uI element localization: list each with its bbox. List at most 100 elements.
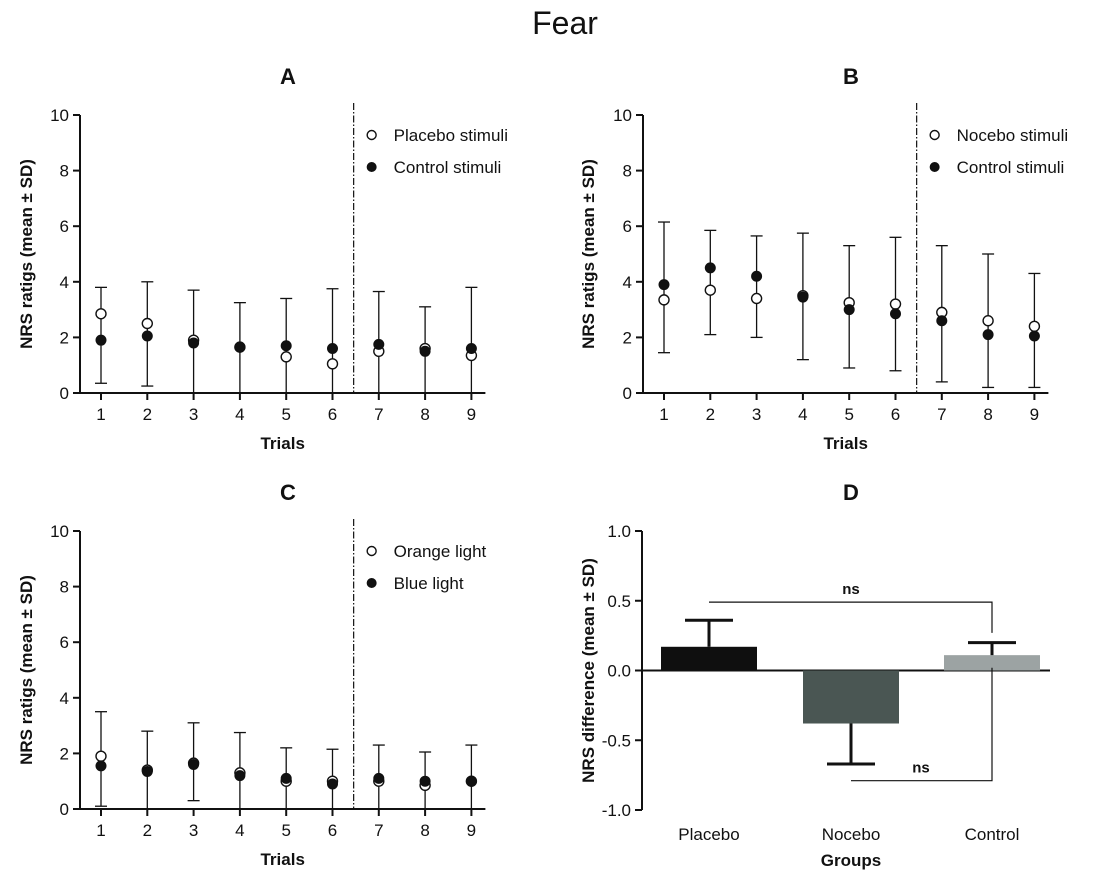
data-point-filled <box>843 304 855 316</box>
data-point-open <box>95 750 107 762</box>
y-tick-label: -1.0 <box>602 801 631 820</box>
y-axis-label: NRS ratigs (mean ± SD) <box>17 575 36 765</box>
category-label: Placebo <box>678 825 739 844</box>
data-point-filled <box>327 778 338 790</box>
panel-title: C <box>280 480 296 505</box>
panel-title: A <box>280 64 296 89</box>
x-tick-label: 1 <box>659 405 668 424</box>
y-axis-label: NRS difference (mean ± SD) <box>579 558 598 783</box>
x-tick-label: 9 <box>1030 405 1039 424</box>
bar-nocebo <box>803 670 899 724</box>
x-tick-label: 3 <box>189 405 198 424</box>
bar-control <box>944 655 1040 671</box>
x-tick-label: 2 <box>706 405 715 424</box>
y-axis-label: NRS ratigs (mean ± SD) <box>17 159 36 349</box>
x-tick-label: 7 <box>374 821 383 840</box>
x-tick-label: 6 <box>328 821 337 840</box>
data-point-filled <box>751 270 763 282</box>
data-point-filled <box>890 308 901 320</box>
x-axis-label: Trials <box>260 434 304 453</box>
x-tick-label: 1 <box>96 405 105 424</box>
data-point-filled <box>95 334 107 346</box>
legend-marker-open <box>929 129 940 141</box>
legend-marker-open <box>366 545 377 557</box>
data-point-filled <box>141 330 153 342</box>
x-tick-label: 8 <box>420 405 429 424</box>
data-point-filled <box>465 775 477 787</box>
x-tick-label: 1 <box>96 821 105 840</box>
x-axis-label: Trials <box>823 434 867 453</box>
data-point-open <box>141 317 154 330</box>
data-point-filled <box>936 315 948 327</box>
data-point-filled <box>419 775 431 787</box>
y-tick-label: 2 <box>60 328 69 347</box>
y-tick-label: 0 <box>60 800 69 819</box>
data-point-open <box>326 358 339 370</box>
data-point-filled <box>141 765 153 777</box>
x-tick-label: 4 <box>235 405 244 424</box>
significance-label: ns <box>912 760 930 777</box>
category-label: Control <box>965 825 1020 844</box>
data-point-filled <box>234 770 246 782</box>
x-tick-label: 4 <box>235 821 244 840</box>
x-axis-label: Trials <box>260 850 304 869</box>
data-point-open <box>704 284 716 296</box>
x-tick-label: 8 <box>983 405 992 424</box>
data-point-filled <box>188 759 200 771</box>
data-point-open <box>982 315 994 327</box>
category-label: Nocebo <box>822 825 881 844</box>
data-point-filled <box>1028 330 1040 342</box>
x-tick-label: 2 <box>143 405 152 424</box>
y-axis-label: NRS ratigs (mean ± SD) <box>579 159 598 349</box>
legend-label: Blue light <box>394 574 464 593</box>
y-tick-label: 6 <box>60 633 69 652</box>
data-point-open <box>95 308 107 320</box>
significance-label: ns <box>842 581 860 598</box>
data-point-filled <box>704 262 716 274</box>
data-point-filled <box>982 329 994 341</box>
y-tick-label: 1.0 <box>607 522 631 541</box>
x-tick-label: 3 <box>752 405 761 424</box>
y-tick-label: 4 <box>60 273 69 292</box>
x-tick-label: 5 <box>281 405 290 424</box>
y-tick-label: 8 <box>623 162 632 181</box>
legend-label: Control stimuli <box>394 158 502 177</box>
significance-bracket <box>709 601 993 633</box>
data-point-open <box>1028 320 1041 332</box>
y-tick-label: 0 <box>623 384 632 403</box>
data-point-filled <box>373 772 385 784</box>
significance-bracket <box>851 667 993 782</box>
panel-title: B <box>843 64 859 89</box>
data-point-filled <box>234 341 246 353</box>
y-tick-label: 8 <box>60 578 69 597</box>
y-tick-label: 10 <box>50 106 69 125</box>
y-tick-label: 2 <box>60 744 69 763</box>
y-tick-label: 4 <box>60 689 69 708</box>
data-point-filled <box>280 340 292 352</box>
y-tick-label: 8 <box>60 162 69 181</box>
y-tick-label: 0.0 <box>607 662 631 681</box>
x-tick-label: 9 <box>467 405 476 424</box>
legend-label: Placebo stimuli <box>394 126 508 145</box>
figure-title: Fear <box>532 5 598 41</box>
data-point-filled <box>419 345 431 357</box>
data-point-filled <box>327 343 338 355</box>
panel-title: D <box>843 480 859 505</box>
legend-label: Nocebo stimuli <box>957 126 1069 145</box>
y-tick-label: 10 <box>613 106 632 125</box>
data-point-open <box>750 292 763 305</box>
y-tick-label: 10 <box>50 522 69 541</box>
data-point-open <box>889 298 902 310</box>
legend-marker-open <box>366 129 377 141</box>
bar-placebo <box>661 646 757 671</box>
x-tick-label: 6 <box>891 405 900 424</box>
legend-label: Orange light <box>394 542 487 561</box>
data-point-filled <box>95 760 107 772</box>
x-tick-label: 7 <box>937 405 946 424</box>
data-point-open <box>280 351 292 363</box>
x-axis-label: Groups <box>821 851 881 870</box>
x-tick-label: 3 <box>189 821 198 840</box>
legend-marker-filled <box>366 578 377 588</box>
